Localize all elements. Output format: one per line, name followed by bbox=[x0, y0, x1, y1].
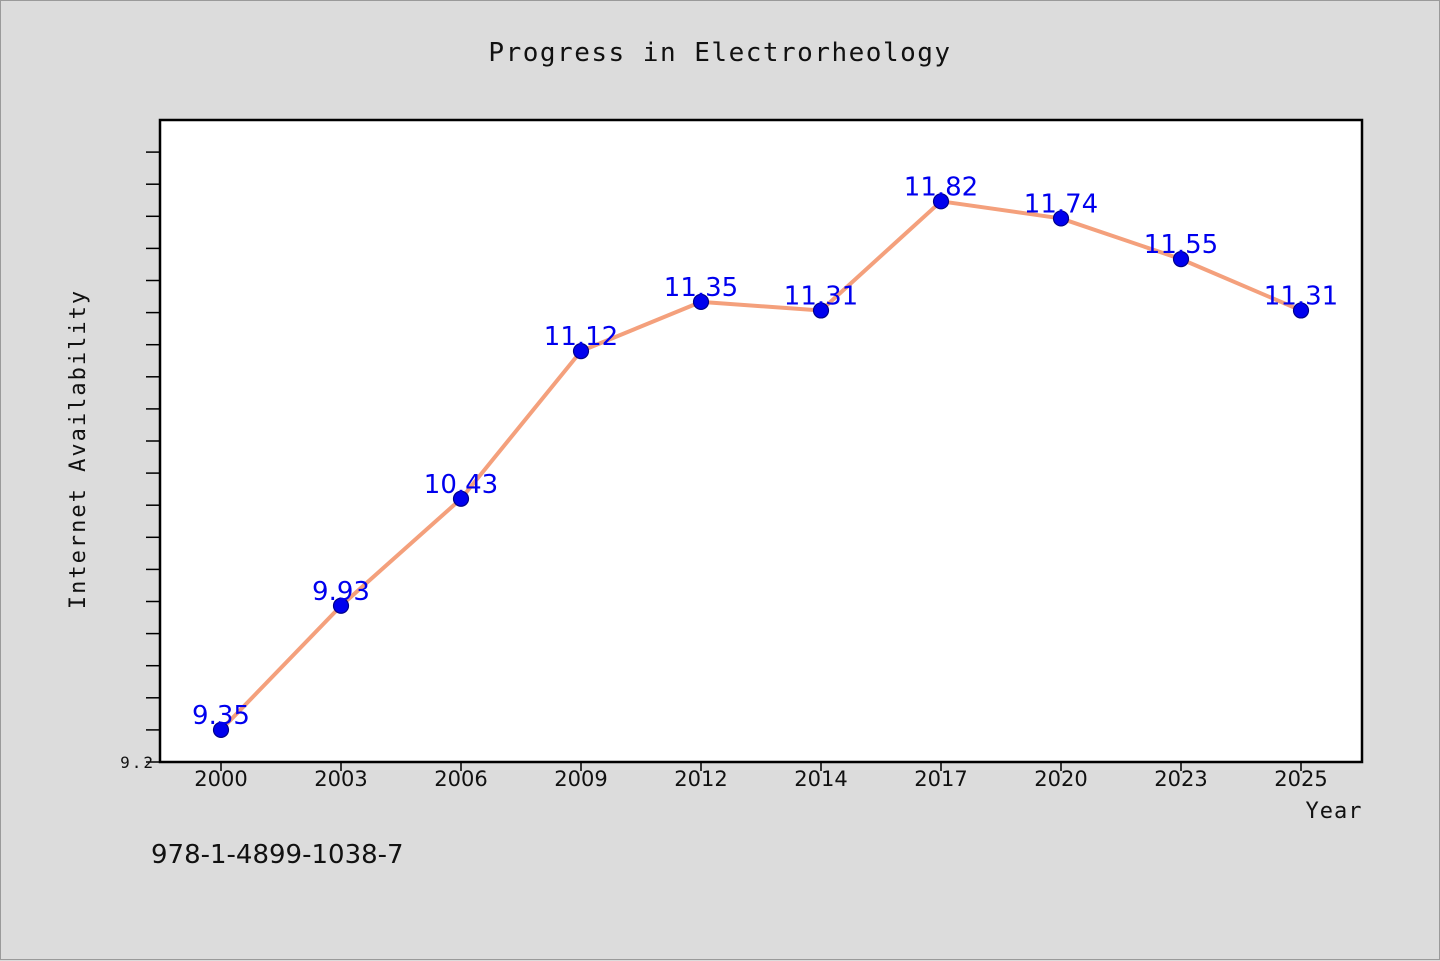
data-point bbox=[812, 302, 830, 319]
x-tick-label: 2012 bbox=[674, 767, 727, 791]
data-label: 11.35 bbox=[664, 273, 738, 303]
x-tick-label: 2006 bbox=[434, 767, 487, 791]
data-point bbox=[572, 343, 590, 360]
x-tick-label: 2014 bbox=[794, 767, 847, 791]
data-label: 11.74 bbox=[1024, 189, 1098, 219]
y-axis-ticks: 9.2 bbox=[120, 151, 159, 772]
data-label: 11.31 bbox=[784, 281, 858, 311]
data-point bbox=[1052, 210, 1070, 227]
y-tick-label: 9.2 bbox=[120, 753, 155, 772]
isbn-text: 978-1-4899-1038-7 bbox=[151, 840, 404, 870]
data-point bbox=[932, 193, 950, 210]
data-point bbox=[452, 490, 470, 507]
x-tick-label: 2020 bbox=[1034, 767, 1087, 791]
data-markers bbox=[212, 193, 1310, 739]
x-tick-label: 2000 bbox=[194, 767, 247, 791]
x-tick-label: 2009 bbox=[554, 767, 607, 791]
x-axis-ticks: 2000 2003 2006 2009 2012 2014 2017 2020 2023 2025 bbox=[194, 762, 1328, 791]
data-label: 10.43 bbox=[424, 470, 498, 500]
data-point bbox=[1172, 251, 1190, 268]
x-tick-label: 2003 bbox=[314, 767, 367, 791]
series-line bbox=[219, 199, 1302, 732]
x-tick-label: 2025 bbox=[1274, 767, 1327, 791]
data-label: 9.93 bbox=[312, 577, 370, 607]
data-label: 11.82 bbox=[904, 172, 978, 202]
x-axis-label: Year bbox=[1306, 799, 1363, 824]
data-point bbox=[692, 293, 710, 310]
data-labels: 9.35 9.93 10.43 11.12 11.35 11.31 11.82 11.74 11… bbox=[192, 172, 1338, 731]
chart-title: Progress in Electrorheology bbox=[488, 38, 951, 68]
data-label: 11.55 bbox=[1144, 230, 1218, 260]
plot-area bbox=[158, 118, 1364, 764]
data-point bbox=[332, 597, 350, 614]
data-point bbox=[1292, 302, 1310, 319]
data-label: 11.31 bbox=[1264, 281, 1338, 311]
data-label: 9.35 bbox=[192, 701, 250, 731]
y-axis-label: Internet Availability bbox=[66, 289, 91, 609]
data-point bbox=[212, 721, 230, 739]
x-tick-label: 2023 bbox=[1154, 767, 1207, 791]
data-label: 11.12 bbox=[544, 322, 618, 352]
x-tick-label: 2017 bbox=[914, 767, 967, 791]
